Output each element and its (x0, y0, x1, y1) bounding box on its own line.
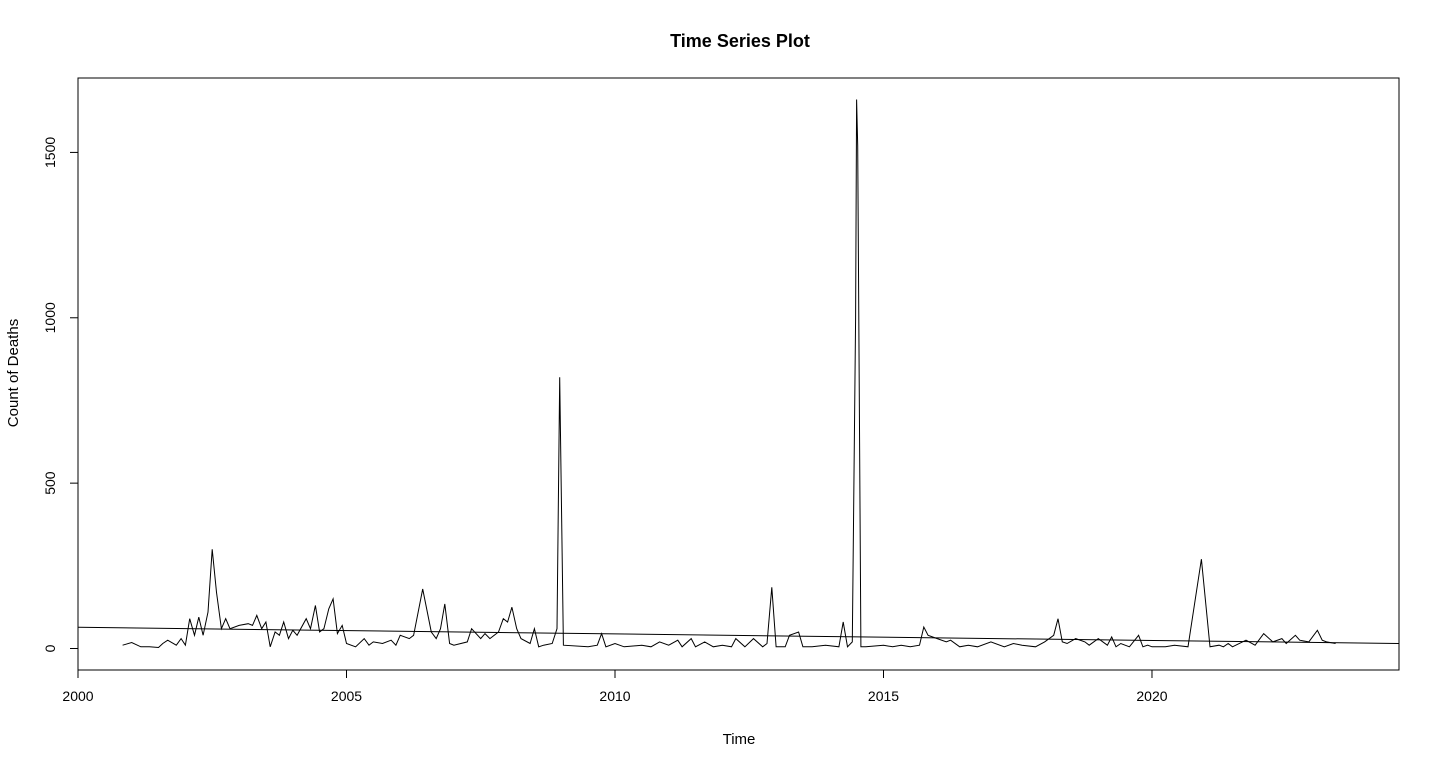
y-tick-label: 1000 (42, 302, 58, 333)
chart-title: Time Series Plot (670, 31, 810, 51)
x-tick-label: 2015 (868, 688, 899, 704)
y-axis-label: Count of Deaths (5, 319, 22, 427)
x-tick-label: 2010 (599, 688, 630, 704)
y-tick-label: 0 (42, 644, 58, 652)
y-tick-label: 1500 (42, 137, 58, 168)
x-axis-label: Time (723, 731, 756, 748)
x-tick-label: 2005 (331, 688, 362, 704)
y-axis: 0 500 1000 1500 (42, 137, 79, 652)
x-axis: 2000 2005 2010 2015 2020 (62, 669, 1168, 704)
y-tick-label: 500 (42, 471, 58, 495)
x-tick-label: 2000 (62, 688, 93, 704)
x-tick-label: 2020 (1136, 688, 1167, 704)
series-layer (77, 99, 1400, 649)
series-line-trend (77, 626, 1400, 644)
